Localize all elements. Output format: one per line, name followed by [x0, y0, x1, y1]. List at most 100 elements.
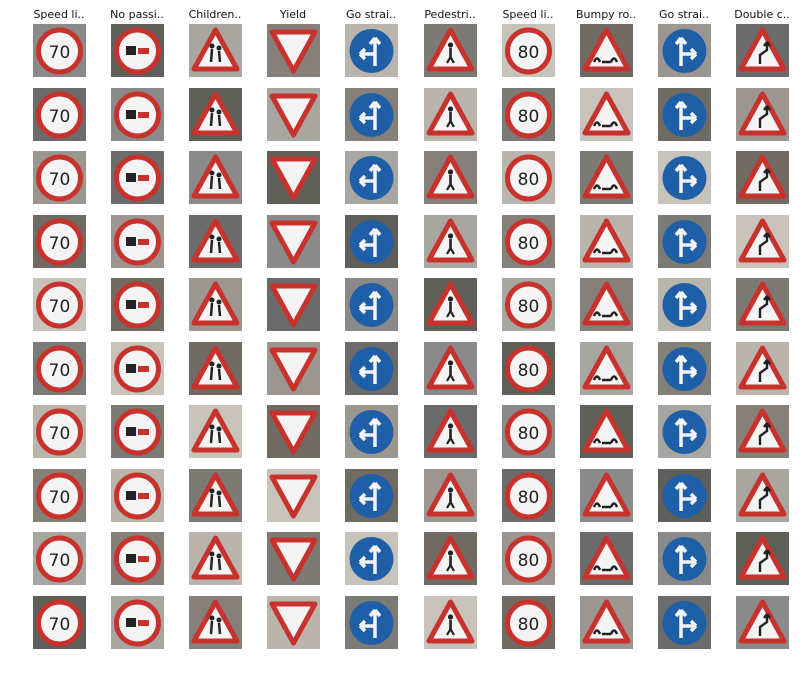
speed-limit-80-sign-image: 80	[502, 469, 555, 522]
children-crossing-sign-image	[189, 151, 242, 204]
pedestrians-sign-image	[424, 596, 477, 649]
go-straight-or-right-sign-image	[658, 405, 711, 458]
speed-limit-70-sign-image: 70	[33, 405, 86, 458]
double-curve-sign-image	[736, 532, 789, 585]
no-passing-trucks-sign-image	[111, 278, 164, 331]
svg-text:80: 80	[518, 43, 540, 63]
no-passing-trucks-sign-image	[111, 532, 164, 585]
go-straight-or-right-sign-image	[658, 469, 711, 522]
double-curve-sign-image	[736, 215, 789, 268]
column-title: Speed li..	[502, 8, 554, 21]
no-passing-trucks-sign-image	[111, 342, 164, 395]
speed-limit-70-sign-image: 70	[33, 215, 86, 268]
bumpy-road-sign-image	[580, 532, 633, 585]
children-crossing-sign-image	[189, 405, 242, 458]
svg-text:70: 70	[49, 234, 71, 254]
go-straight-or-right-sign-image	[658, 342, 711, 395]
bumpy-road-sign-image	[580, 342, 633, 395]
pedestrians-sign-image	[424, 88, 477, 141]
double-curve-sign-image	[736, 469, 789, 522]
children-crossing-sign-image	[189, 88, 242, 141]
go-straight-or-right-sign-image	[658, 151, 711, 204]
children-crossing-sign-image	[189, 596, 242, 649]
children-crossing-sign-image	[189, 24, 242, 77]
double-curve-sign-image	[736, 405, 789, 458]
speed-limit-80-sign-image: 80	[502, 342, 555, 395]
bumpy-road-sign-image	[580, 469, 633, 522]
go-straight-or-left-sign-image	[345, 532, 398, 585]
speed-limit-80-sign-image: 80	[502, 405, 555, 458]
double-curve-sign-image	[736, 88, 789, 141]
speed-limit-80-sign-image: 80	[502, 532, 555, 585]
pedestrians-sign-image	[424, 342, 477, 395]
no-passing-trucks-sign-image	[111, 405, 164, 458]
yield-sign-image	[267, 215, 320, 268]
no-passing-trucks-sign-image	[111, 469, 164, 522]
speed-limit-70-sign-image: 70	[33, 469, 86, 522]
go-straight-or-right-sign-image	[658, 278, 711, 331]
pedestrians-sign-image	[424, 278, 477, 331]
bumpy-road-sign-image	[580, 405, 633, 458]
pedestrians-sign-image	[424, 215, 477, 268]
no-passing-trucks-sign-image	[111, 596, 164, 649]
svg-text:80: 80	[518, 170, 540, 190]
yield-sign-image	[267, 532, 320, 585]
svg-text:80: 80	[518, 361, 540, 381]
speed-limit-70-sign-image: 70	[33, 278, 86, 331]
go-straight-or-left-sign-image	[345, 278, 398, 331]
column-title: Double c..	[734, 8, 790, 21]
svg-text:70: 70	[49, 297, 71, 317]
bumpy-road-sign-image	[580, 596, 633, 649]
speed-limit-80-sign-image: 80	[502, 596, 555, 649]
speed-limit-70-sign-image: 70	[33, 342, 86, 395]
svg-text:80: 80	[518, 615, 540, 635]
column-title: Go strai..	[658, 8, 710, 21]
yield-sign-image	[267, 405, 320, 458]
speed-limit-80-sign-image: 80	[502, 151, 555, 204]
children-crossing-sign-image	[189, 215, 242, 268]
go-straight-or-left-sign-image	[345, 24, 398, 77]
speed-limit-80-sign-image: 80	[502, 215, 555, 268]
bumpy-road-sign-image	[580, 151, 633, 204]
double-curve-sign-image	[736, 342, 789, 395]
go-straight-or-right-sign-image	[658, 532, 711, 585]
svg-text:70: 70	[49, 170, 71, 190]
svg-text:70: 70	[49, 551, 71, 571]
column-title: Children..	[188, 8, 242, 21]
speed-limit-80-sign-image: 80	[502, 88, 555, 141]
children-crossing-sign-image	[189, 342, 242, 395]
children-crossing-sign-image	[189, 532, 242, 585]
go-straight-or-left-sign-image	[345, 88, 398, 141]
pedestrians-sign-image	[424, 151, 477, 204]
children-crossing-sign-image	[189, 278, 242, 331]
go-straight-or-left-sign-image	[345, 151, 398, 204]
column-title: Yield	[279, 8, 307, 21]
svg-text:70: 70	[49, 488, 71, 508]
pedestrians-sign-image	[424, 405, 477, 458]
pedestrians-sign-image	[424, 24, 477, 77]
svg-text:70: 70	[49, 424, 71, 444]
children-crossing-sign-image	[189, 469, 242, 522]
svg-text:80: 80	[518, 551, 540, 571]
double-curve-sign-image	[736, 278, 789, 331]
column-title: Bumpy ro..	[575, 8, 637, 21]
svg-text:70: 70	[49, 361, 71, 381]
go-straight-or-right-sign-image	[658, 596, 711, 649]
speed-limit-70-sign-image: 70	[33, 596, 86, 649]
pedestrians-sign-image	[424, 469, 477, 522]
column-title: Go strai..	[345, 8, 397, 21]
go-straight-or-right-sign-image	[658, 24, 711, 77]
go-straight-or-left-sign-image	[345, 342, 398, 395]
double-curve-sign-image	[736, 596, 789, 649]
speed-limit-70-sign-image: 70	[33, 24, 86, 77]
column-title: No passi..	[110, 8, 164, 21]
go-straight-or-right-sign-image	[658, 215, 711, 268]
yield-sign-image	[267, 24, 320, 77]
speed-limit-70-sign-image: 70	[33, 88, 86, 141]
yield-sign-image	[267, 596, 320, 649]
yield-sign-image	[267, 342, 320, 395]
go-straight-or-left-sign-image	[345, 215, 398, 268]
bumpy-road-sign-image	[580, 24, 633, 77]
svg-text:80: 80	[518, 424, 540, 444]
